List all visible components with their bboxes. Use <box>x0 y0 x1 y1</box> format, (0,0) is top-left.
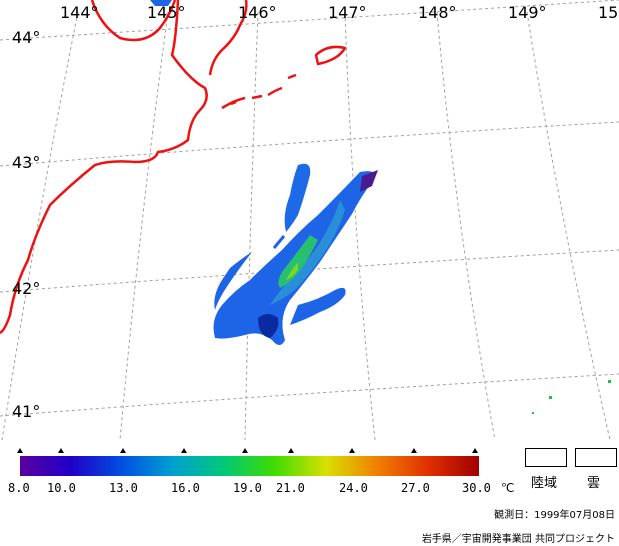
land-legend-label: 陸域 <box>531 476 558 491</box>
colorbar-tick-label: 13.0 <box>109 481 138 495</box>
colorbar-marker <box>181 448 187 453</box>
cloud-legend-swatch <box>575 448 617 467</box>
colorbar-marker <box>242 448 248 453</box>
lat-label-43: 43° <box>12 153 41 172</box>
sst-patch-top <box>150 0 172 6</box>
lon-label-145: 145° <box>147 3 186 22</box>
lat-label-44: 44° <box>12 28 41 47</box>
sst-swath <box>213 163 378 345</box>
land-legend-swatch <box>525 448 567 467</box>
colorbar-tick-label: 21.0 <box>276 481 305 495</box>
colorbar-marker <box>349 448 355 453</box>
lon-label-150: 15 <box>598 3 619 22</box>
colorbar-marker <box>120 448 126 453</box>
sea-surface-temperature-map <box>0 0 619 440</box>
colorbar-tick-label: 10.0 <box>47 481 76 495</box>
lat-label-41: 41° <box>12 402 41 421</box>
colorbar-unit: ℃ <box>501 481 515 495</box>
colorbar-tick-label: 24.0 <box>339 481 368 495</box>
coastline <box>0 0 347 335</box>
lon-label-146: 146° <box>238 3 277 22</box>
colorbar-tick-label: 16.0 <box>171 481 200 495</box>
sst-speck <box>532 412 534 414</box>
project-credit: 岩手県／宇宙開発事業団 共同プロジェクト <box>421 534 615 545</box>
colorbar-tick-label: 8.0 <box>8 481 30 495</box>
colorbar-marker <box>411 448 417 453</box>
colorbar-marker <box>58 448 64 453</box>
lon-label-148: 148° <box>418 3 457 22</box>
lon-label-147: 147° <box>328 3 367 22</box>
lon-label-144: 144° <box>60 3 99 22</box>
colorbar-marker <box>17 448 23 453</box>
colorbar-marker <box>288 448 294 453</box>
observation-date: 観測日：1999年07月08日 <box>494 510 615 521</box>
sst-speck <box>549 396 552 399</box>
temperature-colorbar <box>20 456 479 476</box>
colorbar-tick-label: 30.0 <box>462 481 491 495</box>
latitude-gridlines <box>0 0 619 417</box>
colorbar-tick-label: 27.0 <box>401 481 430 495</box>
sst-speck <box>608 380 611 383</box>
colorbar-marker <box>472 448 478 453</box>
colorbar-tick-label: 19.0 <box>233 481 262 495</box>
lat-label-42: 42° <box>12 279 41 298</box>
cloud-legend-label: 雲 <box>587 476 601 491</box>
longitude-gridlines <box>1 11 611 440</box>
lon-label-149: 149° <box>508 3 547 22</box>
